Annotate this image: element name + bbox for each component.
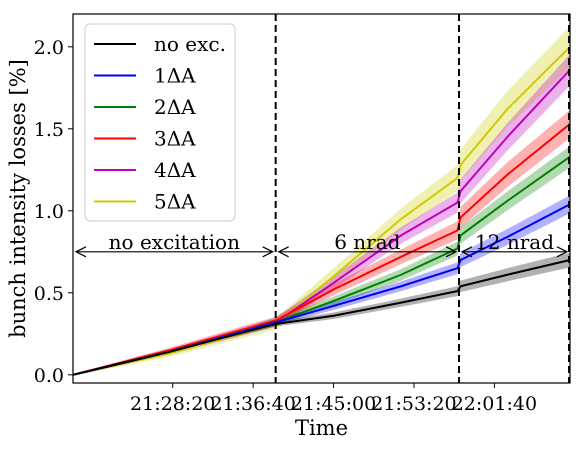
legend-box	[84, 23, 236, 222]
phase-boundaries	[274, 14, 570, 383]
annotation-arrowhead-left-0	[74, 246, 87, 258]
y-tick-label-1: 0.5	[34, 283, 64, 305]
annotation-arrowhead-right-0	[262, 246, 275, 258]
x-axis-title: Time	[295, 416, 348, 440]
x-tick-label-0: 21:28:20	[130, 393, 215, 415]
legend-label-5: 5ΔA	[154, 190, 196, 214]
line-series-3	[72, 123, 571, 376]
line-series-5	[72, 46, 571, 376]
x-tick-label-4: 22:01:40	[452, 393, 537, 415]
legend: no exc. 1ΔA 2ΔA 3ΔA 4ΔA 5ΔA	[84, 23, 236, 222]
y-tick-label-4: 2.0	[34, 37, 64, 59]
y-tick-label-2: 1.0	[34, 201, 64, 223]
annotation-label-0: no excitation	[109, 230, 240, 254]
x-tick-label-1: 21:36:40	[210, 393, 295, 415]
x-tick-label-3: 21:53:20	[371, 393, 456, 415]
annotation-arrowhead-right-1	[445, 246, 458, 258]
annotation-label-2: 12 nrad	[475, 230, 554, 254]
y-axis-title: bunch intensity losses [%]	[6, 59, 30, 338]
legend-label-1: 1ΔA	[154, 64, 196, 88]
annotation-label-1: 6 nrad	[334, 230, 400, 254]
y-tick-label-0: 0.0	[34, 365, 64, 387]
series-lines	[72, 46, 571, 376]
phase-annotations: no excitation 6 nrad 12 nrad	[74, 230, 569, 258]
legend-label-0: no exc.	[154, 32, 226, 56]
plot-frame	[72, 13, 571, 384]
annotation-arrowhead-left-1	[277, 246, 289, 258]
y-tick-label-3: 1.5	[34, 119, 64, 141]
x-tick-label-2: 21:45:00	[291, 393, 376, 415]
annotation-arrowhead-right-2	[556, 246, 569, 258]
legend-label-2: 2ΔA	[154, 95, 196, 119]
legend-label-3: 3ΔA	[154, 127, 196, 151]
line-series-0	[72, 259, 571, 376]
legend-label-4: 4ΔA	[154, 158, 196, 182]
annotation-arrowhead-left-2	[460, 246, 473, 258]
y-axis-ticks: 0.0 0.5 1.0 1.5 2.0	[34, 37, 73, 387]
